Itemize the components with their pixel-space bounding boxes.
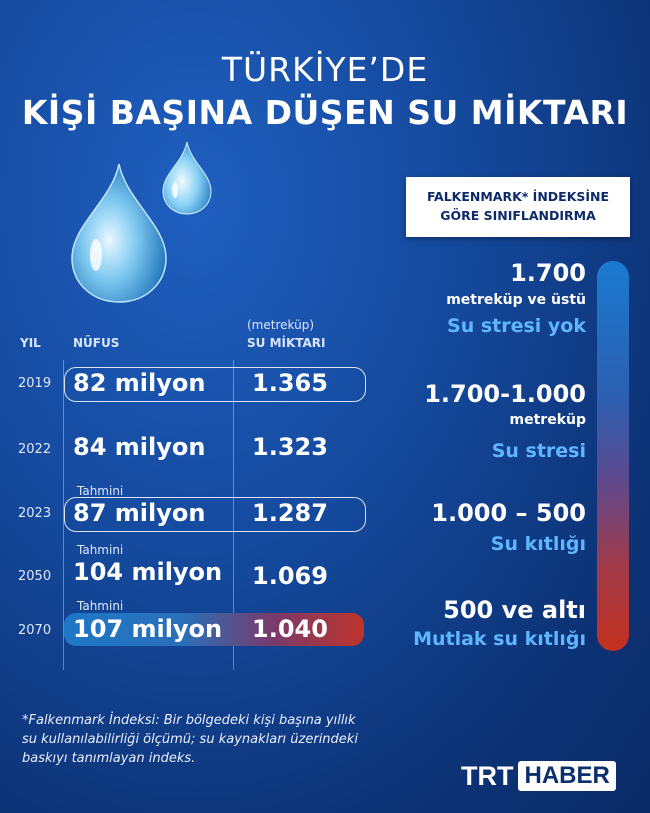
column-header-water: SU MİKTARI [247, 336, 326, 350]
small-water-drop-icon [160, 140, 214, 216]
level-label: Su stresi [491, 440, 586, 462]
classification-box: FALKENMARK* İNDEKSİNE GÖRE SINIFLANDIRMA [406, 177, 630, 237]
column-header-population: NÜFUS [73, 336, 120, 350]
footnote-line: su kullanılabilirliği ölçümü; su kaynakl… [22, 732, 358, 747]
water-stress-scale-bar [597, 261, 629, 651]
table-row-water: 1.323 [252, 433, 328, 461]
table-row-year: 2019 [18, 376, 52, 391]
large-water-drop-icon [66, 160, 172, 305]
table-row-water: 1.069 [252, 562, 328, 590]
table-row-water: 1.365 [252, 369, 328, 397]
level-value: 1.700-1.000 [424, 380, 586, 408]
footnote-line: *Falkenmark İndeksi: Bir bölgedeki kişi … [22, 713, 356, 728]
row-highlight-2023 [64, 497, 366, 532]
table-row-year: 2070 [18, 623, 52, 638]
logo-trt-text: TRT [461, 760, 514, 791]
table-row-water: 1.040 [252, 615, 328, 643]
table-row-year: 2022 [18, 442, 52, 457]
table-row-population: 107 milyon [73, 615, 223, 643]
level-label: Su kıtlığı [490, 533, 586, 555]
forecast-note: Tahmini [77, 543, 124, 557]
table-row-water: 1.287 [252, 499, 328, 527]
title-line-2: KİŞİ BAŞINA DÜŞEN SU MİKTARI [21, 93, 629, 132]
title-line-1: TÜRKİYE’DE [221, 50, 429, 89]
level-value: 1.700 [510, 259, 586, 287]
table-row-population: 82 milyon [73, 369, 206, 397]
table-row-population: 84 milyon [73, 433, 206, 461]
table-row-population: 104 milyon [73, 558, 223, 586]
level-value: 500 ve altı [443, 596, 586, 624]
column-header-unit: (metreküp) [247, 318, 314, 332]
table-row-population: 87 milyon [73, 499, 206, 527]
logo-haber-text: HABER [518, 761, 616, 791]
row-highlight-2019 [64, 367, 366, 402]
forecast-note: Tahmini [77, 484, 124, 498]
classification-title-line-1: FALKENMARK* İNDEKSİNE [426, 189, 610, 204]
classification-title-line-2: GÖRE SINIFLANDIRMA [440, 208, 596, 223]
column-divider [63, 360, 64, 670]
footnote: *Falkenmark İndeksi: Bir bölgedeki kişi … [22, 711, 412, 768]
footnote-line: baskıyı tanımlayan indeks. [22, 751, 196, 766]
table-row-year: 2050 [18, 569, 52, 584]
column-divider [233, 360, 234, 670]
level-label: Mutlak su kıtlığı [413, 628, 586, 650]
level-value: 1.000 – 500 [431, 499, 586, 527]
row-highlight-2070 [64, 613, 364, 646]
trt-haber-logo: TRT HABER [461, 761, 616, 791]
level-unit: metreküp [509, 412, 586, 428]
column-header-year: YIL [20, 336, 41, 350]
forecast-note: Tahmini [77, 599, 124, 613]
level-unit: metreküp ve üstü [446, 292, 586, 308]
level-label: Su stresi yok [447, 315, 586, 337]
table-row-year: 2023 [18, 506, 52, 521]
